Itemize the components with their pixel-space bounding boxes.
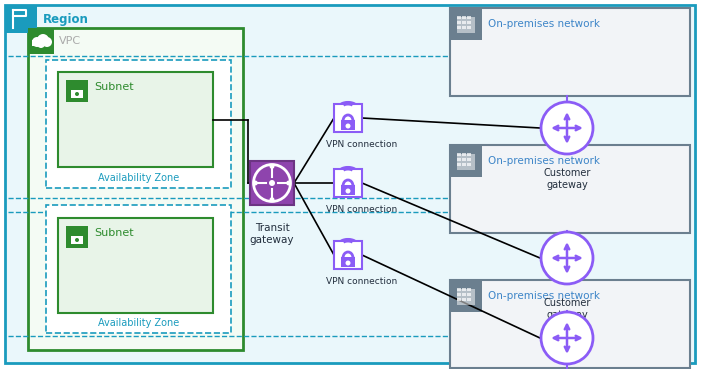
Bar bbox=[341, 120, 355, 130]
Text: Subnet: Subnet bbox=[94, 82, 134, 92]
Circle shape bbox=[541, 102, 593, 154]
Bar bbox=[66, 226, 88, 248]
Bar bbox=[450, 145, 690, 233]
Bar bbox=[28, 28, 243, 350]
Text: Customer
gateway: Customer gateway bbox=[543, 168, 591, 190]
Bar bbox=[462, 288, 466, 291]
Circle shape bbox=[253, 180, 258, 186]
Bar bbox=[457, 158, 461, 161]
Circle shape bbox=[32, 37, 42, 47]
Bar bbox=[467, 153, 471, 156]
Circle shape bbox=[75, 92, 79, 96]
Text: Transit
gateway: Transit gateway bbox=[250, 223, 294, 245]
Bar bbox=[462, 158, 466, 161]
Circle shape bbox=[269, 180, 275, 186]
Bar bbox=[457, 288, 461, 291]
Bar bbox=[457, 153, 461, 156]
Bar bbox=[467, 16, 471, 19]
Circle shape bbox=[269, 197, 275, 202]
Bar bbox=[462, 293, 466, 296]
Circle shape bbox=[541, 312, 593, 364]
Bar bbox=[462, 298, 466, 301]
Bar bbox=[457, 298, 461, 301]
Text: Subnet: Subnet bbox=[94, 228, 134, 238]
Bar bbox=[467, 158, 471, 161]
Circle shape bbox=[75, 238, 79, 242]
Bar bbox=[457, 293, 461, 296]
Circle shape bbox=[346, 124, 350, 128]
Circle shape bbox=[37, 40, 45, 48]
Bar bbox=[457, 26, 461, 29]
Bar bbox=[341, 257, 355, 267]
Bar bbox=[450, 280, 690, 368]
Bar bbox=[457, 16, 461, 19]
Text: VPN connection: VPN connection bbox=[326, 140, 397, 149]
Text: VPC: VPC bbox=[59, 36, 81, 46]
Bar bbox=[28, 28, 54, 54]
Text: Availability Zone: Availability Zone bbox=[98, 318, 179, 328]
Bar bbox=[457, 21, 461, 24]
Circle shape bbox=[269, 164, 275, 169]
Text: On-premises network: On-premises network bbox=[488, 291, 600, 301]
Circle shape bbox=[37, 34, 49, 46]
Circle shape bbox=[541, 232, 593, 284]
Bar bbox=[450, 145, 482, 177]
Bar bbox=[462, 153, 466, 156]
Text: On-premises network: On-premises network bbox=[488, 156, 600, 166]
Circle shape bbox=[346, 261, 350, 266]
Bar bbox=[341, 185, 355, 195]
Text: Customer
gateway: Customer gateway bbox=[543, 298, 591, 320]
Circle shape bbox=[42, 37, 52, 47]
Bar bbox=[467, 163, 471, 166]
Bar bbox=[46, 60, 231, 188]
Bar bbox=[334, 241, 362, 269]
Bar bbox=[5, 5, 37, 33]
Bar bbox=[334, 104, 362, 132]
Bar bbox=[58, 72, 213, 167]
Bar bbox=[66, 80, 88, 102]
Text: VPN connection: VPN connection bbox=[326, 205, 397, 214]
Bar bbox=[32, 40, 50, 46]
Bar bbox=[457, 17, 475, 33]
Bar bbox=[450, 8, 690, 96]
Bar bbox=[71, 236, 83, 244]
Bar bbox=[457, 163, 461, 166]
Bar bbox=[457, 289, 475, 305]
Bar bbox=[71, 90, 83, 98]
Bar bbox=[467, 293, 471, 296]
Text: On-premises network: On-premises network bbox=[488, 19, 600, 29]
Text: Region: Region bbox=[43, 13, 89, 25]
Circle shape bbox=[286, 180, 291, 186]
Bar bbox=[462, 163, 466, 166]
Text: Availability Zone: Availability Zone bbox=[98, 173, 179, 183]
Bar bbox=[467, 298, 471, 301]
Bar bbox=[462, 26, 466, 29]
Bar bbox=[467, 26, 471, 29]
Bar bbox=[450, 280, 482, 312]
Bar bbox=[250, 161, 294, 205]
Bar bbox=[334, 169, 362, 197]
Bar bbox=[467, 21, 471, 24]
Bar bbox=[462, 21, 466, 24]
Bar bbox=[46, 205, 231, 333]
Bar bbox=[450, 8, 482, 40]
Text: VPN connection: VPN connection bbox=[326, 277, 397, 286]
Bar bbox=[462, 16, 466, 19]
Bar bbox=[467, 288, 471, 291]
Circle shape bbox=[346, 189, 350, 193]
Bar bbox=[58, 218, 213, 313]
Bar bbox=[457, 154, 475, 170]
